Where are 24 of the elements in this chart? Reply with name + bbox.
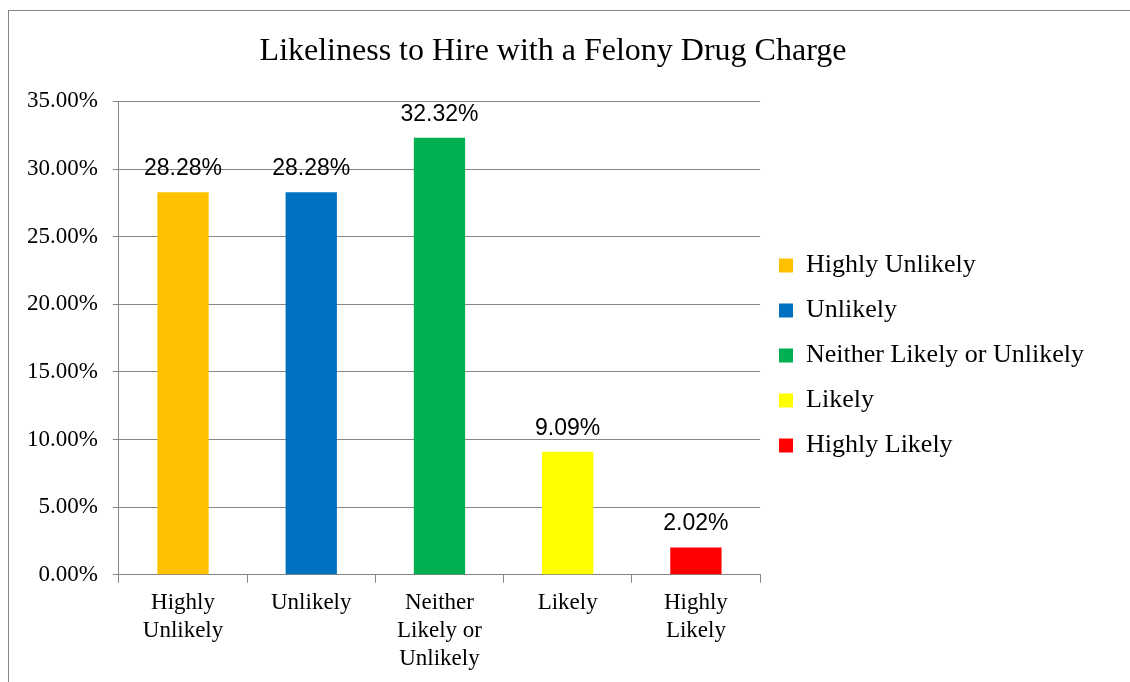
y-tick-label: 5.00% bbox=[38, 493, 98, 519]
data-label: 9.09% bbox=[535, 413, 601, 440]
y-tick-label: 15.00% bbox=[26, 357, 98, 383]
x-tick-label: Highly Likely bbox=[663, 588, 729, 642]
legend-label: Neither Likely or Unlikely bbox=[806, 339, 1085, 369]
y-tick-label: 0.00% bbox=[38, 560, 98, 586]
x-tick-label: Unlikely bbox=[270, 588, 352, 614]
y-tick-label: 10.00% bbox=[26, 425, 98, 451]
x-tick-label: Highly Unlikely bbox=[142, 588, 224, 642]
y-tick-label: 25.00% bbox=[26, 222, 98, 248]
data-label: 2.02% bbox=[663, 509, 729, 536]
x-tick-label: Neither Likely or Unlikely bbox=[396, 588, 483, 671]
legend-label: Highly Unlikely bbox=[806, 249, 976, 279]
data-label: 28.28% bbox=[144, 154, 223, 181]
y-tick-label: 20.00% bbox=[26, 290, 98, 316]
legend-label: Unlikely bbox=[806, 294, 898, 324]
y-tick-label: 30.00% bbox=[26, 155, 98, 181]
data-label: 28.28% bbox=[272, 154, 351, 181]
data-label: 32.32% bbox=[400, 99, 479, 126]
y-tick-label: 35.00% bbox=[26, 87, 98, 113]
x-tick-label: Likely bbox=[537, 588, 599, 614]
chart-title: Likeliness to Hire with a Felony Drug Charge bbox=[259, 30, 847, 67]
legend-label: Highly Likely bbox=[806, 429, 953, 459]
legend-label: Likely bbox=[806, 384, 874, 414]
